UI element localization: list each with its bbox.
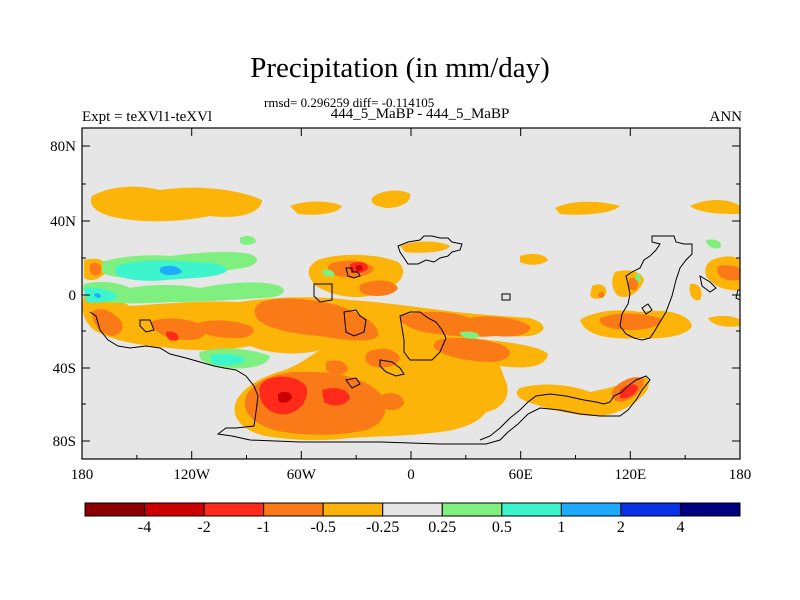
lon-label-60w: 60W xyxy=(287,467,317,483)
lat-ticks xyxy=(82,145,740,442)
lat-label-40n: 40N xyxy=(50,214,76,230)
lat-label-0: 0 xyxy=(69,288,77,304)
colorbar-label: -2 xyxy=(197,519,211,536)
lon-label-120e: 120E xyxy=(614,467,646,483)
colorbar-box xyxy=(501,502,562,517)
colorbar-box xyxy=(620,502,681,517)
colorbar-label: -1 xyxy=(256,519,271,536)
colorbar-box xyxy=(263,502,324,517)
lon-label-180-left: 180 xyxy=(71,467,94,483)
plot-title: Precipitation (in mm/day) xyxy=(250,52,550,84)
coastlines xyxy=(89,235,741,445)
lon-ticks xyxy=(81,128,686,459)
colorbar-box xyxy=(322,502,384,517)
period-label: 444_5_MaBP - 444_5_MaBP xyxy=(330,106,510,122)
experiment-label: Expt = teXVl1-teXVl xyxy=(82,109,213,125)
colorbar-box xyxy=(441,502,503,517)
colorbar-label: -0.25 xyxy=(366,519,400,536)
lon-label-0: 0 xyxy=(407,467,415,483)
contour-blue xyxy=(94,265,182,298)
lat-label-40s: 40S xyxy=(53,361,76,377)
colorbar-label: 0.5 xyxy=(491,519,512,536)
colorbar-box xyxy=(382,502,443,517)
rmsd-diff-subtitle: rmsd= 0.296259 diff= -0.114105 xyxy=(264,95,435,110)
lat-label-80n: 80N xyxy=(50,139,76,155)
lon-label-60e: 60E xyxy=(509,467,533,483)
lon-label-120w: 120W xyxy=(173,467,211,483)
colorbar-label: 0.25 xyxy=(428,519,457,536)
colorbar-label: -0.5 xyxy=(310,519,336,536)
colorbar-box xyxy=(679,502,741,517)
lat-label-80s: 80S xyxy=(53,434,76,450)
colorbar-box xyxy=(203,502,265,517)
season-label: ANN xyxy=(709,109,743,125)
lon-label-180-right: 180 xyxy=(729,467,752,483)
colorbar-label: -4 xyxy=(137,519,152,536)
colorbar xyxy=(84,502,741,517)
colorbar-label: 1 xyxy=(557,519,566,536)
colorbar-box xyxy=(144,502,205,517)
colorbar-label: 2 xyxy=(616,519,625,536)
colorbar-box xyxy=(560,502,622,517)
contour-dark-red xyxy=(278,265,363,403)
colorbar-box xyxy=(84,502,146,517)
colorbar-label: 4 xyxy=(676,519,685,536)
